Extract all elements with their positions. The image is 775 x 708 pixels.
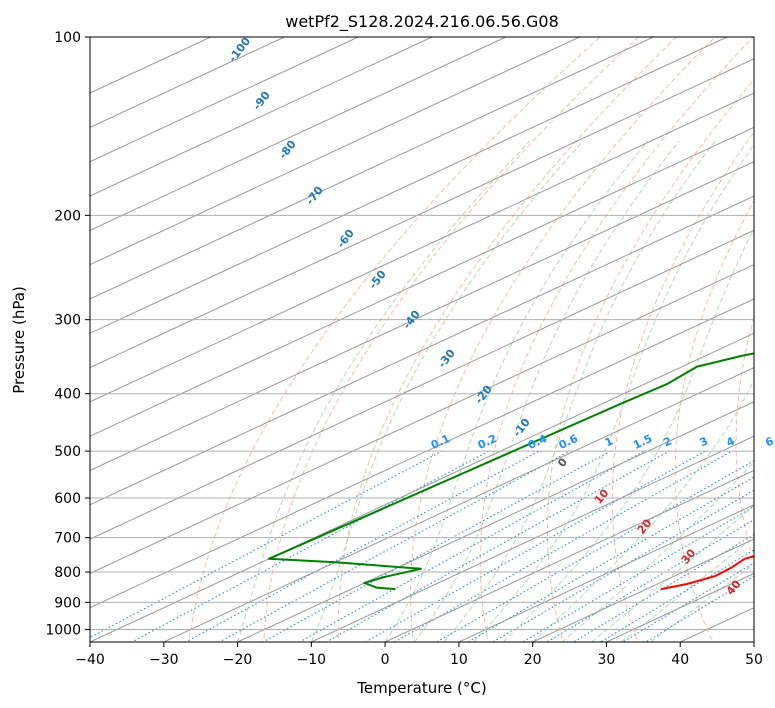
x-tick-label: 40 xyxy=(671,652,689,668)
mixing-ratio-label: 6 xyxy=(763,434,775,449)
isotherm xyxy=(384,469,754,642)
isotherm xyxy=(90,298,754,609)
dry-adiabat xyxy=(410,37,716,642)
isotherm xyxy=(90,37,433,197)
isotherm xyxy=(90,58,754,369)
isotherm xyxy=(90,37,506,231)
y-tick-label: 100 xyxy=(54,30,81,46)
isotherm xyxy=(90,264,754,574)
dewpoint-profile-line xyxy=(267,352,754,591)
dry-adiabat xyxy=(337,37,678,642)
y-tick-label: 300 xyxy=(54,313,81,329)
isotherm xyxy=(90,37,359,163)
plot-area xyxy=(90,37,754,642)
isotherm xyxy=(90,37,654,300)
x-axis-title: Temperature (°C) xyxy=(356,679,486,697)
x-tick-label: 30 xyxy=(598,652,616,668)
y-tick-label: 600 xyxy=(54,491,81,507)
x-tick-label: −40 xyxy=(75,652,105,668)
dry-adiabat xyxy=(735,315,754,564)
isotherm xyxy=(90,92,754,403)
isotherm xyxy=(90,229,754,540)
isotherm xyxy=(90,37,580,266)
y-tick-label: 900 xyxy=(54,595,81,611)
y-tick-label: 200 xyxy=(54,208,81,224)
y-tick-label: 1000 xyxy=(45,622,81,638)
x-tick-label: −30 xyxy=(149,652,179,668)
isotherm xyxy=(90,37,728,334)
x-tick-label: −10 xyxy=(297,652,327,668)
chart-title: wetPf2_S128.2024.216.06.56.G08 xyxy=(285,12,559,32)
isotherm xyxy=(532,538,754,642)
dry-adiabat xyxy=(674,199,754,642)
x-tick-label: 0 xyxy=(381,652,390,668)
axes: −40 −30 −20 −10 0 10 20 30 40 50 100 200 300 400 500 60… xyxy=(45,30,763,668)
dry-adiabat xyxy=(263,37,640,642)
isotherm xyxy=(458,504,754,642)
dry-adiabat xyxy=(546,78,754,642)
isotherm xyxy=(163,366,754,642)
y-tick-label: 700 xyxy=(54,531,81,547)
isotherm xyxy=(237,401,754,642)
x-tick-label: 10 xyxy=(450,652,468,668)
y-tick-label: 400 xyxy=(54,387,81,403)
plot-frame xyxy=(89,36,755,643)
y-tick-label: 800 xyxy=(54,565,81,581)
x-tick-label: 20 xyxy=(524,652,542,668)
dry-adiabat xyxy=(611,131,754,642)
dry-adiabat xyxy=(479,37,754,642)
x-tick-label: −20 xyxy=(223,652,253,668)
isotherm xyxy=(90,161,754,472)
isotherm xyxy=(311,435,754,642)
y-tick-label: 500 xyxy=(54,444,81,460)
dry-adiabat xyxy=(188,37,601,642)
y-axis-title: Pressure (hPa) xyxy=(10,286,28,394)
x-tick-label: 50 xyxy=(745,652,763,668)
isotherm xyxy=(90,195,754,506)
isotherm xyxy=(90,126,754,437)
